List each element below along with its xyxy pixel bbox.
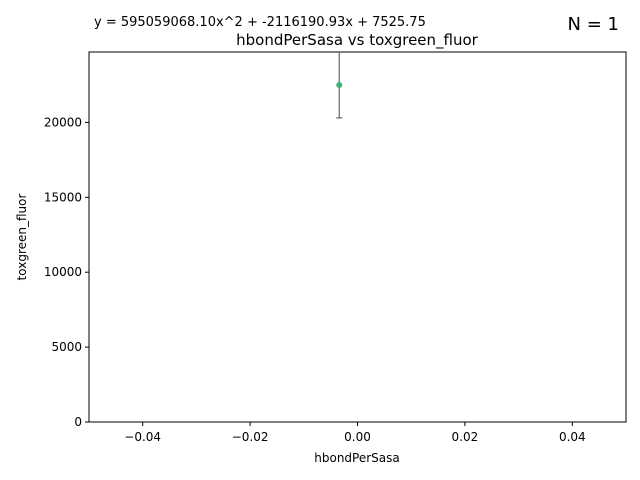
plot-area: −0.04 −0.02 0.00 0.02 0.04 0 5000 10000 15000 200…: [44, 51, 627, 444]
y-tick-label: 0: [74, 415, 82, 429]
y-tick-label: 10000: [44, 265, 82, 279]
chart-title: hbondPerSasa vs toxgreen_fluor: [236, 31, 479, 50]
y-tick-label: 20000: [44, 115, 82, 129]
x-tick-label: 0.04: [559, 430, 586, 444]
x-axis-label: hbondPerSasa: [314, 451, 400, 465]
x-tick-label: 0.02: [452, 430, 479, 444]
x-tick-label: 0.00: [344, 430, 371, 444]
y-axis-label: toxgreen_fluor: [15, 194, 29, 281]
y-tick-label: 5000: [51, 340, 82, 354]
y-tick-label: 15000: [44, 190, 82, 204]
sample-count-label: N = 1: [568, 14, 619, 35]
x-tick-label: −0.02: [232, 430, 269, 444]
x-tick-label: −0.04: [124, 430, 161, 444]
data-point: [336, 81, 343, 88]
fit-equation: y = 595059068.10x^2 + -2116190.93x + 752…: [94, 15, 426, 30]
